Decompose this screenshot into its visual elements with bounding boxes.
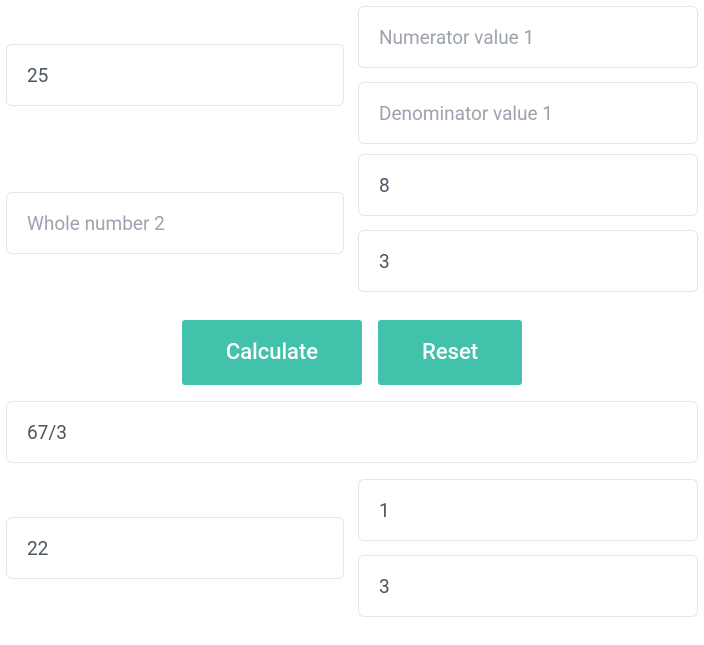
result-numerator-output: 1 [358,479,698,541]
whole-number-2-input[interactable] [6,192,344,254]
input-row-2 [6,154,698,292]
whole-2-wrapper [6,192,344,254]
calculate-button[interactable]: Calculate [182,320,362,385]
result-improper-output: 67/3 [6,401,698,463]
result-mixed-row: 22 1 3 [6,479,698,617]
fraction-1-wrapper [358,6,698,144]
result-whole-output: 22 [6,517,344,579]
input-row-1 [6,6,698,144]
whole-1-wrapper [6,44,344,106]
reset-button[interactable]: Reset [378,320,522,385]
fraction-2-wrapper [358,154,698,292]
button-row: Calculate Reset [6,320,698,385]
whole-number-1-input[interactable] [6,44,344,106]
result-whole-wrapper: 22 [6,517,344,579]
result-denominator-output: 3 [358,555,698,617]
result-fraction-wrapper: 1 3 [358,479,698,617]
numerator-2-input[interactable] [358,154,698,216]
denominator-2-input[interactable] [358,230,698,292]
denominator-1-input[interactable] [358,82,698,144]
numerator-1-input[interactable] [358,6,698,68]
